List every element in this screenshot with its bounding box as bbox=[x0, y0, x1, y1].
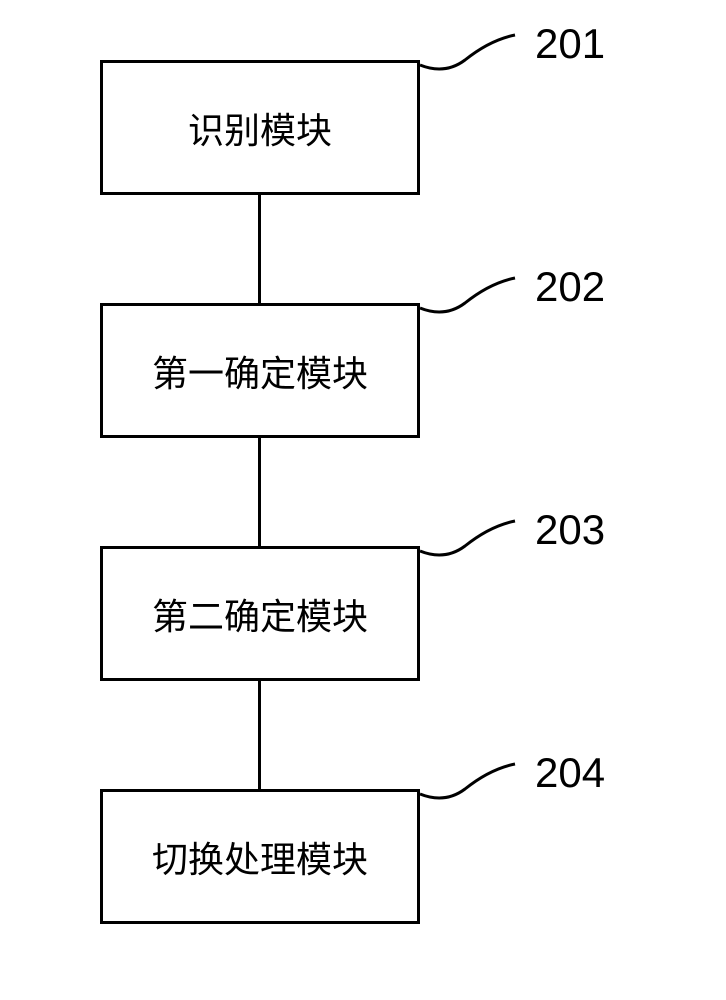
flowchart-node-1: 识别模块 bbox=[100, 60, 420, 195]
callout-label-4: 204 bbox=[535, 749, 605, 797]
node-4-label: 切换处理模块 bbox=[152, 831, 368, 883]
connector-2-3 bbox=[258, 438, 261, 546]
flowchart-node-4: 切换处理模块 bbox=[100, 789, 420, 924]
connector-1-2 bbox=[258, 195, 261, 303]
node-1-label: 识别模块 bbox=[188, 102, 332, 154]
connector-3-4 bbox=[258, 681, 261, 789]
callout-curve-4 bbox=[415, 759, 525, 829]
node-2-label: 第一确定模块 bbox=[152, 345, 368, 397]
callout-curve-2 bbox=[415, 273, 525, 343]
node-3-label: 第二确定模块 bbox=[152, 588, 368, 640]
callout-label-1: 201 bbox=[535, 20, 605, 68]
callout-curve-1 bbox=[415, 30, 525, 100]
callout-label-2: 202 bbox=[535, 263, 605, 311]
flowchart-node-2: 第一确定模块 bbox=[100, 303, 420, 438]
callout-label-3: 203 bbox=[535, 506, 605, 554]
flowchart-node-3: 第二确定模块 bbox=[100, 546, 420, 681]
callout-curve-3 bbox=[415, 516, 525, 586]
